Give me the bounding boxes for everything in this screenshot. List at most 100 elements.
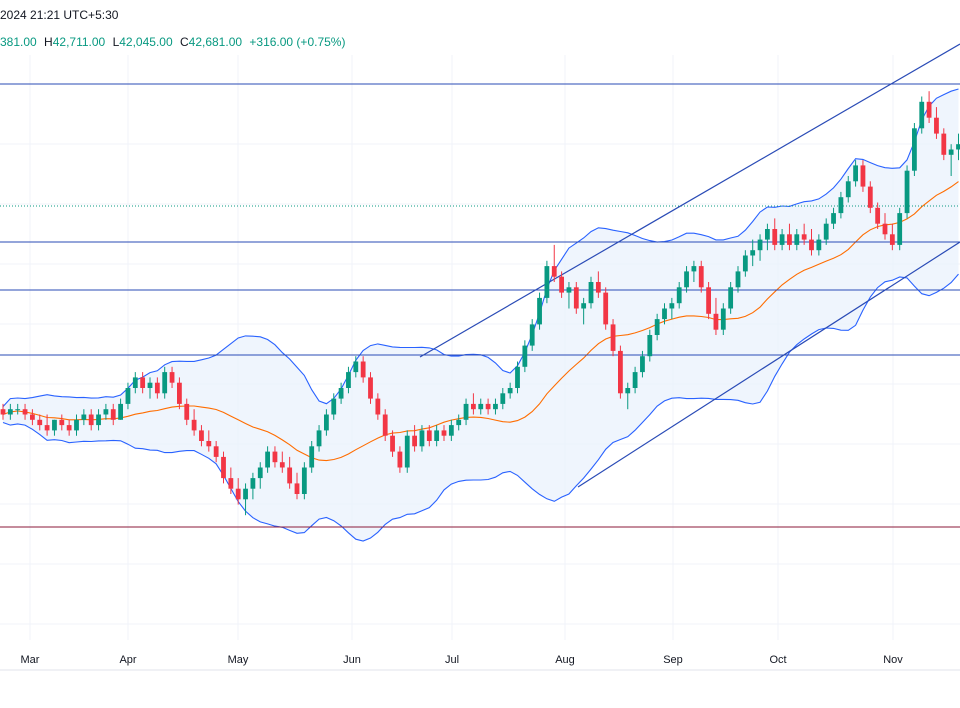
candle-body	[647, 335, 653, 357]
candle	[184, 398, 190, 426]
channel-lower-line	[577, 241, 960, 488]
candle-body	[823, 223, 829, 240]
candle	[654, 313, 660, 341]
candle-body	[287, 467, 293, 484]
candle-body	[625, 388, 631, 394]
candle	[15, 403, 21, 415]
candle	[478, 398, 484, 415]
candle-body	[52, 419, 57, 431]
candle	[595, 271, 601, 298]
candle	[118, 398, 123, 420]
candle	[610, 319, 616, 357]
candle	[823, 218, 829, 245]
candle-body	[412, 435, 417, 447]
candle-body	[243, 488, 248, 500]
moving-average-line	[2, 181, 959, 462]
candle-body	[713, 313, 719, 330]
candle-body	[441, 430, 447, 436]
candle-body	[559, 276, 564, 293]
ohlc-legend: 381.00 H42,711.00 L42,045.00 C42,681.00 …	[0, 35, 349, 49]
candle-body	[529, 324, 535, 346]
candle-body	[772, 229, 778, 245]
candle	[559, 271, 564, 298]
candle-body	[581, 303, 587, 309]
candle-body	[757, 239, 763, 251]
candle	[669, 297, 675, 320]
candle-body	[382, 414, 388, 436]
candle	[853, 160, 858, 187]
candle	[353, 356, 359, 378]
candle	[515, 361, 520, 394]
candle-body	[404, 435, 410, 468]
candle	[346, 366, 351, 394]
month-label-jul: Jul	[445, 654, 459, 666]
candle	[471, 393, 476, 415]
candle	[816, 234, 822, 256]
candle	[684, 266, 689, 293]
candle-body	[110, 409, 116, 420]
candle-body	[132, 377, 138, 388]
candle-body	[720, 308, 726, 330]
time-axis: Mar Apr May Jun Jul Aug Sep Oct Nov	[21, 654, 904, 666]
candle	[177, 377, 182, 410]
candle-body	[140, 377, 146, 388]
candle-body	[346, 372, 351, 388]
candle-body	[22, 409, 28, 415]
candle	[573, 282, 579, 314]
candle	[662, 303, 667, 325]
candle	[831, 207, 836, 229]
candle	[169, 366, 175, 388]
candle-body	[551, 266, 557, 277]
candle-body	[603, 292, 609, 325]
candle	[706, 282, 711, 320]
candle	[390, 430, 395, 457]
candle-body	[860, 165, 866, 187]
candle-body	[206, 441, 212, 447]
candle	[81, 409, 87, 426]
candlestick-series	[0, 91, 960, 516]
candle	[279, 451, 285, 473]
candle-body	[493, 403, 498, 410]
candle	[96, 409, 101, 431]
candle-body	[919, 101, 925, 129]
candle	[640, 350, 645, 378]
horizontal-levels[interactable]	[0, 83, 960, 528]
candle	[948, 144, 954, 176]
candle-body	[845, 181, 851, 198]
candle	[456, 414, 462, 431]
candle	[493, 398, 498, 415]
candle-body	[44, 425, 50, 431]
candle-body	[875, 207, 881, 224]
ohlc-open-value: 381.00	[0, 35, 37, 49]
candle	[206, 430, 212, 452]
candle-body	[904, 170, 910, 214]
candle-body	[610, 324, 616, 351]
candle	[603, 287, 609, 330]
month-label-oct: Oct	[769, 654, 786, 666]
candle-body	[948, 149, 954, 155]
candle-body	[37, 419, 43, 426]
candle-body	[199, 430, 204, 441]
candle	[59, 414, 65, 431]
candle	[889, 223, 895, 251]
candle-body	[81, 414, 87, 420]
candle-body	[7, 409, 13, 415]
candle-body	[618, 350, 623, 394]
candle	[809, 229, 814, 256]
candle	[368, 372, 373, 404]
candle-body	[735, 271, 741, 288]
candle	[779, 229, 785, 251]
trend-channel[interactable]	[419, 43, 960, 488]
candle-body	[654, 319, 660, 335]
candle-body	[573, 287, 579, 309]
candle-body	[272, 451, 278, 463]
candle-body	[88, 414, 94, 426]
candle-body	[125, 388, 131, 404]
candle-body	[765, 229, 770, 240]
ohlc-low-label: L	[112, 35, 120, 49]
candle-body	[471, 403, 476, 410]
lower-band-line	[2, 273, 959, 542]
candle-body	[154, 382, 160, 394]
candle	[272, 446, 278, 468]
